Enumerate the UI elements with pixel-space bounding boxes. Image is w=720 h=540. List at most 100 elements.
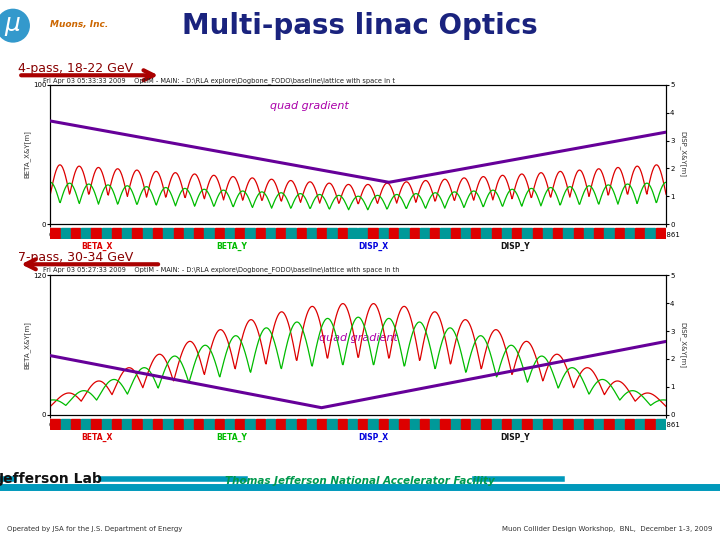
Bar <box>112 228 122 239</box>
Bar <box>523 418 532 429</box>
Bar <box>91 418 101 429</box>
Bar <box>112 418 122 429</box>
Bar <box>553 418 562 429</box>
Bar <box>359 228 368 239</box>
Bar <box>266 418 275 429</box>
Bar <box>163 228 173 239</box>
Bar <box>656 418 665 429</box>
Bar <box>81 418 91 429</box>
Bar <box>328 418 337 429</box>
Bar <box>656 228 665 239</box>
Bar <box>492 418 501 429</box>
Bar <box>50 418 60 429</box>
Bar <box>297 418 306 429</box>
Bar <box>492 228 501 239</box>
Bar <box>461 418 470 429</box>
Bar <box>215 228 224 239</box>
Bar <box>430 228 439 239</box>
Bar <box>81 228 91 239</box>
Bar <box>359 418 368 429</box>
Bar <box>646 228 655 239</box>
Bar <box>625 228 634 239</box>
Bar <box>512 228 521 239</box>
Bar <box>256 228 265 239</box>
Bar <box>635 418 644 429</box>
Text: BETA_Y: BETA_Y <box>217 433 248 442</box>
Bar <box>461 228 470 239</box>
Text: Thomas Jefferson National Accelerator Facility: Thomas Jefferson National Accelerator Fa… <box>225 476 495 486</box>
Bar <box>471 228 480 239</box>
Text: Fri Apr 03 05:33:33 2009    OptiM - MAIN: - D:\RLA explore\Dogbone_FODO\baseline: Fri Apr 03 05:33:33 2009 OptiM - MAIN: -… <box>43 78 395 84</box>
Bar <box>184 228 193 239</box>
Bar <box>584 228 593 239</box>
Bar <box>204 418 214 429</box>
Bar <box>512 418 521 429</box>
Bar <box>163 418 173 429</box>
Bar <box>635 228 644 239</box>
Text: 4-pass, 18-22 GeV: 4-pass, 18-22 GeV <box>19 62 133 75</box>
Bar <box>194 418 204 429</box>
Bar <box>297 228 306 239</box>
Bar <box>379 228 388 239</box>
Bar <box>451 418 460 429</box>
Bar <box>533 418 542 429</box>
Text: Muon Collider Design Workshop,  BNL,  December 1-3, 2009: Muon Collider Design Workshop, BNL, Dece… <box>503 526 713 532</box>
Bar <box>338 418 347 429</box>
Bar <box>440 418 450 429</box>
Text: Multi-pass linac Optics: Multi-pass linac Optics <box>182 12 538 39</box>
Bar <box>625 418 634 429</box>
Bar <box>482 228 491 239</box>
Bar <box>153 228 163 239</box>
Bar <box>91 228 101 239</box>
Text: DISP_Y: DISP_Y <box>500 242 529 251</box>
Bar <box>204 228 214 239</box>
Bar <box>246 418 255 429</box>
Bar <box>410 418 419 429</box>
Bar <box>543 418 552 429</box>
Bar <box>338 228 347 239</box>
Bar <box>482 418 491 429</box>
Bar <box>60 418 70 429</box>
Bar <box>594 228 603 239</box>
Bar <box>615 418 624 429</box>
Bar <box>605 418 614 429</box>
Bar <box>399 228 409 239</box>
Bar <box>399 418 409 429</box>
Bar <box>379 418 388 429</box>
Bar <box>143 228 152 239</box>
Bar <box>348 228 357 239</box>
Bar <box>533 228 542 239</box>
Y-axis label: DISP_X&Y[m]: DISP_X&Y[m] <box>679 322 685 368</box>
Y-axis label: DISP_X&Y[m]: DISP_X&Y[m] <box>679 131 685 178</box>
Bar <box>369 418 378 429</box>
Bar <box>71 228 81 239</box>
Bar <box>451 228 460 239</box>
Bar <box>174 228 183 239</box>
Bar <box>307 228 316 239</box>
Bar <box>471 418 480 429</box>
Bar <box>132 228 142 239</box>
Bar <box>369 228 378 239</box>
Y-axis label: BETA_X&Y[m]: BETA_X&Y[m] <box>23 321 30 369</box>
Text: DISP_X: DISP_X <box>359 433 388 442</box>
Bar <box>348 418 357 429</box>
Bar <box>563 228 573 239</box>
Bar <box>440 228 450 239</box>
Text: Muons, Inc.: Muons, Inc. <box>50 20 109 29</box>
Bar <box>287 228 296 239</box>
Bar <box>430 418 439 429</box>
Bar <box>389 228 398 239</box>
Bar <box>420 228 429 239</box>
Bar <box>174 418 183 429</box>
Text: BETA_Y: BETA_Y <box>217 242 248 251</box>
Bar <box>225 418 234 429</box>
Bar <box>307 418 316 429</box>
Text: DISP_X: DISP_X <box>359 242 388 251</box>
Bar <box>502 228 511 239</box>
Bar <box>584 418 593 429</box>
Bar <box>184 418 193 429</box>
Bar <box>143 418 152 429</box>
Bar <box>132 418 142 429</box>
Bar <box>235 228 245 239</box>
Bar <box>225 228 234 239</box>
